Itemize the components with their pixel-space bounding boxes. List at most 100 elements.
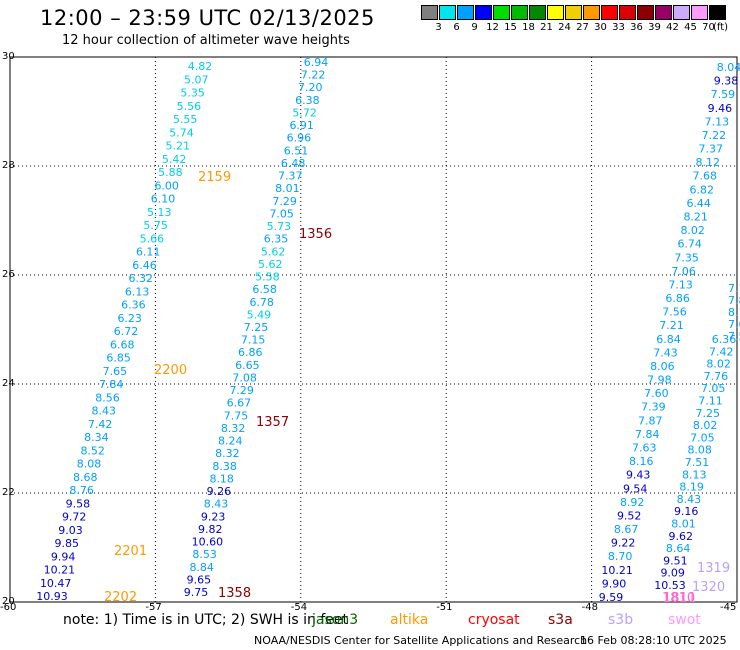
wave-height-value: 6.36 (712, 333, 737, 346)
wave-height-value: 8.02 (680, 224, 705, 237)
legend-label: 45 (684, 22, 697, 33)
footer-credit: NOAA/NESDIS Center for Satellite Applica… (254, 634, 588, 647)
wave-height-value: 8.43 (92, 405, 117, 418)
wave-height-value: 8.06 (650, 360, 675, 373)
wave-height-value: 10.60 (192, 536, 224, 549)
time-label: 2200 (154, 363, 187, 378)
satellite-name: s3a (548, 612, 573, 628)
satellite-name: altika (390, 612, 429, 628)
wave-height-value: 7.25 (696, 407, 721, 420)
wave-height-value: 9.22 (611, 537, 636, 550)
legend-swatch (619, 5, 636, 20)
wave-height-value: 5.58 (255, 271, 280, 284)
wave-height-value: 8.53 (192, 548, 217, 561)
wave-height-value: 5.62 (258, 258, 283, 271)
wave-height-value: 10.93 (36, 590, 68, 603)
wave-height-value: 9.94 (51, 550, 76, 563)
wave-height-value: 6.65 (235, 359, 260, 372)
wave-height-value: 6.94 (304, 56, 329, 69)
lat-tick-label: 28 (2, 160, 15, 171)
wave-height-value: 9.52 (617, 510, 642, 523)
wave-height-value: 8.08 (77, 458, 102, 471)
wave-height-value: 5.49 (247, 308, 272, 321)
wave-height-value: 8.1 (728, 306, 740, 319)
wave-height-value: 7.06 (671, 265, 696, 278)
wave-height-value: 9.23 (201, 510, 226, 523)
time-label: 1357 (256, 415, 289, 430)
wave-height-value: 8.13 (682, 468, 707, 481)
legend-label: 18 (522, 22, 535, 33)
wave-height-value: 7.37 (278, 170, 303, 183)
wave-height-value: 7.13 (705, 115, 730, 128)
track-1: 4.825.075.355.565.555.745.215.425.886.00… (36, 60, 212, 603)
legend-swatch (673, 5, 690, 20)
satellite-name: swot (668, 612, 701, 628)
wave-height-value: 9.82 (198, 523, 223, 536)
wave-height-value: 7.42 (88, 418, 113, 431)
legend-label: 39 (648, 22, 661, 33)
wave-height-value: 6.46 (132, 259, 157, 272)
legend-label: 33 (612, 22, 625, 33)
wave-height-value: 7.59 (711, 88, 736, 101)
wave-height-value: 7.68 (693, 170, 718, 183)
wave-height-value: 8.67 (614, 523, 639, 536)
wave-height-value: 8.84 (189, 561, 214, 574)
wave-height-value: 10.21 (601, 564, 633, 577)
wave-height-value: 7.65 (103, 365, 128, 378)
wave-height-value: 7.8 (728, 294, 740, 307)
track-3b: 6.367.428.027.767.057.117.258.027.058.08… (654, 333, 736, 592)
legend-swatch (475, 5, 492, 20)
wave-height-value: 6.72 (114, 325, 139, 338)
legend-swatch (583, 5, 600, 20)
wave-height-value: 9.16 (674, 505, 699, 518)
wave-height-value: 7.15 (241, 334, 266, 347)
legend-swatch (601, 5, 618, 20)
wave-height-value: 9.26 (207, 485, 232, 498)
legend-swatch (691, 5, 708, 20)
wave-height-value: 5.55 (173, 113, 198, 126)
wave-height-value: 8.19 (679, 481, 704, 494)
wave-height-value: 7.43 (653, 346, 678, 359)
wave-height-value: 9.03 (58, 524, 83, 537)
wave-height-value: 7.11 (698, 395, 723, 408)
wave-height-value: 8.32 (215, 447, 240, 460)
time-label: 1811 (663, 591, 696, 606)
wave-height-value: 7.98 (647, 374, 672, 387)
wave-height-value: 9.51 (663, 554, 688, 567)
legend-swatch (529, 5, 546, 20)
wave-height-value: 6.51 (284, 144, 309, 157)
legend-unit: (ft) (713, 22, 729, 33)
time-label: 1810 (662, 591, 695, 606)
wave-height-value: 10.53 (654, 579, 686, 592)
wave-height-value: 9.85 (55, 537, 80, 550)
legend-label: 27 (576, 22, 589, 33)
wave-height-value: 8.92 (620, 496, 645, 509)
legend-label: 42 (666, 22, 679, 33)
wave-height-value: 6.84 (656, 333, 681, 346)
wave-height-value: 9.75 (184, 586, 209, 599)
gridlines (10, 57, 737, 602)
legend-label: 9 (471, 22, 478, 33)
wave-height-value: 7.84 (635, 428, 660, 441)
wave-height-value: 5.35 (180, 87, 205, 100)
wave-height-value: 8.18 (209, 472, 234, 485)
wave-height-value: 8.04 (717, 61, 740, 74)
wave-height-value: 7.75 (224, 409, 249, 422)
time-label: 2202 (104, 590, 137, 605)
wave-height-value: 7.20 (298, 81, 323, 94)
wave-height-value: 9.90 (602, 577, 627, 590)
wave-height-value: 8.64 (666, 542, 691, 555)
wave-height-value: 8.70 (608, 550, 633, 563)
wave-height-value: 6.11 (136, 246, 161, 259)
legend-label: 36 (630, 22, 643, 33)
legend-swatch (511, 5, 528, 20)
wave-height-value: 8.01 (671, 518, 696, 531)
legend-swatch (655, 5, 672, 20)
wave-height-value: 6.58 (252, 283, 277, 296)
legend-swatch (421, 5, 438, 20)
plot-frame (9, 56, 738, 603)
chart-title: 12:00 – 23:59 UTC 02/13/2025 (40, 6, 375, 30)
wave-height-value: 7.56 (662, 306, 687, 319)
wave-height-value: 9.62 (669, 530, 694, 543)
edge-values: 7.17.88.17.67.5 (728, 282, 740, 343)
